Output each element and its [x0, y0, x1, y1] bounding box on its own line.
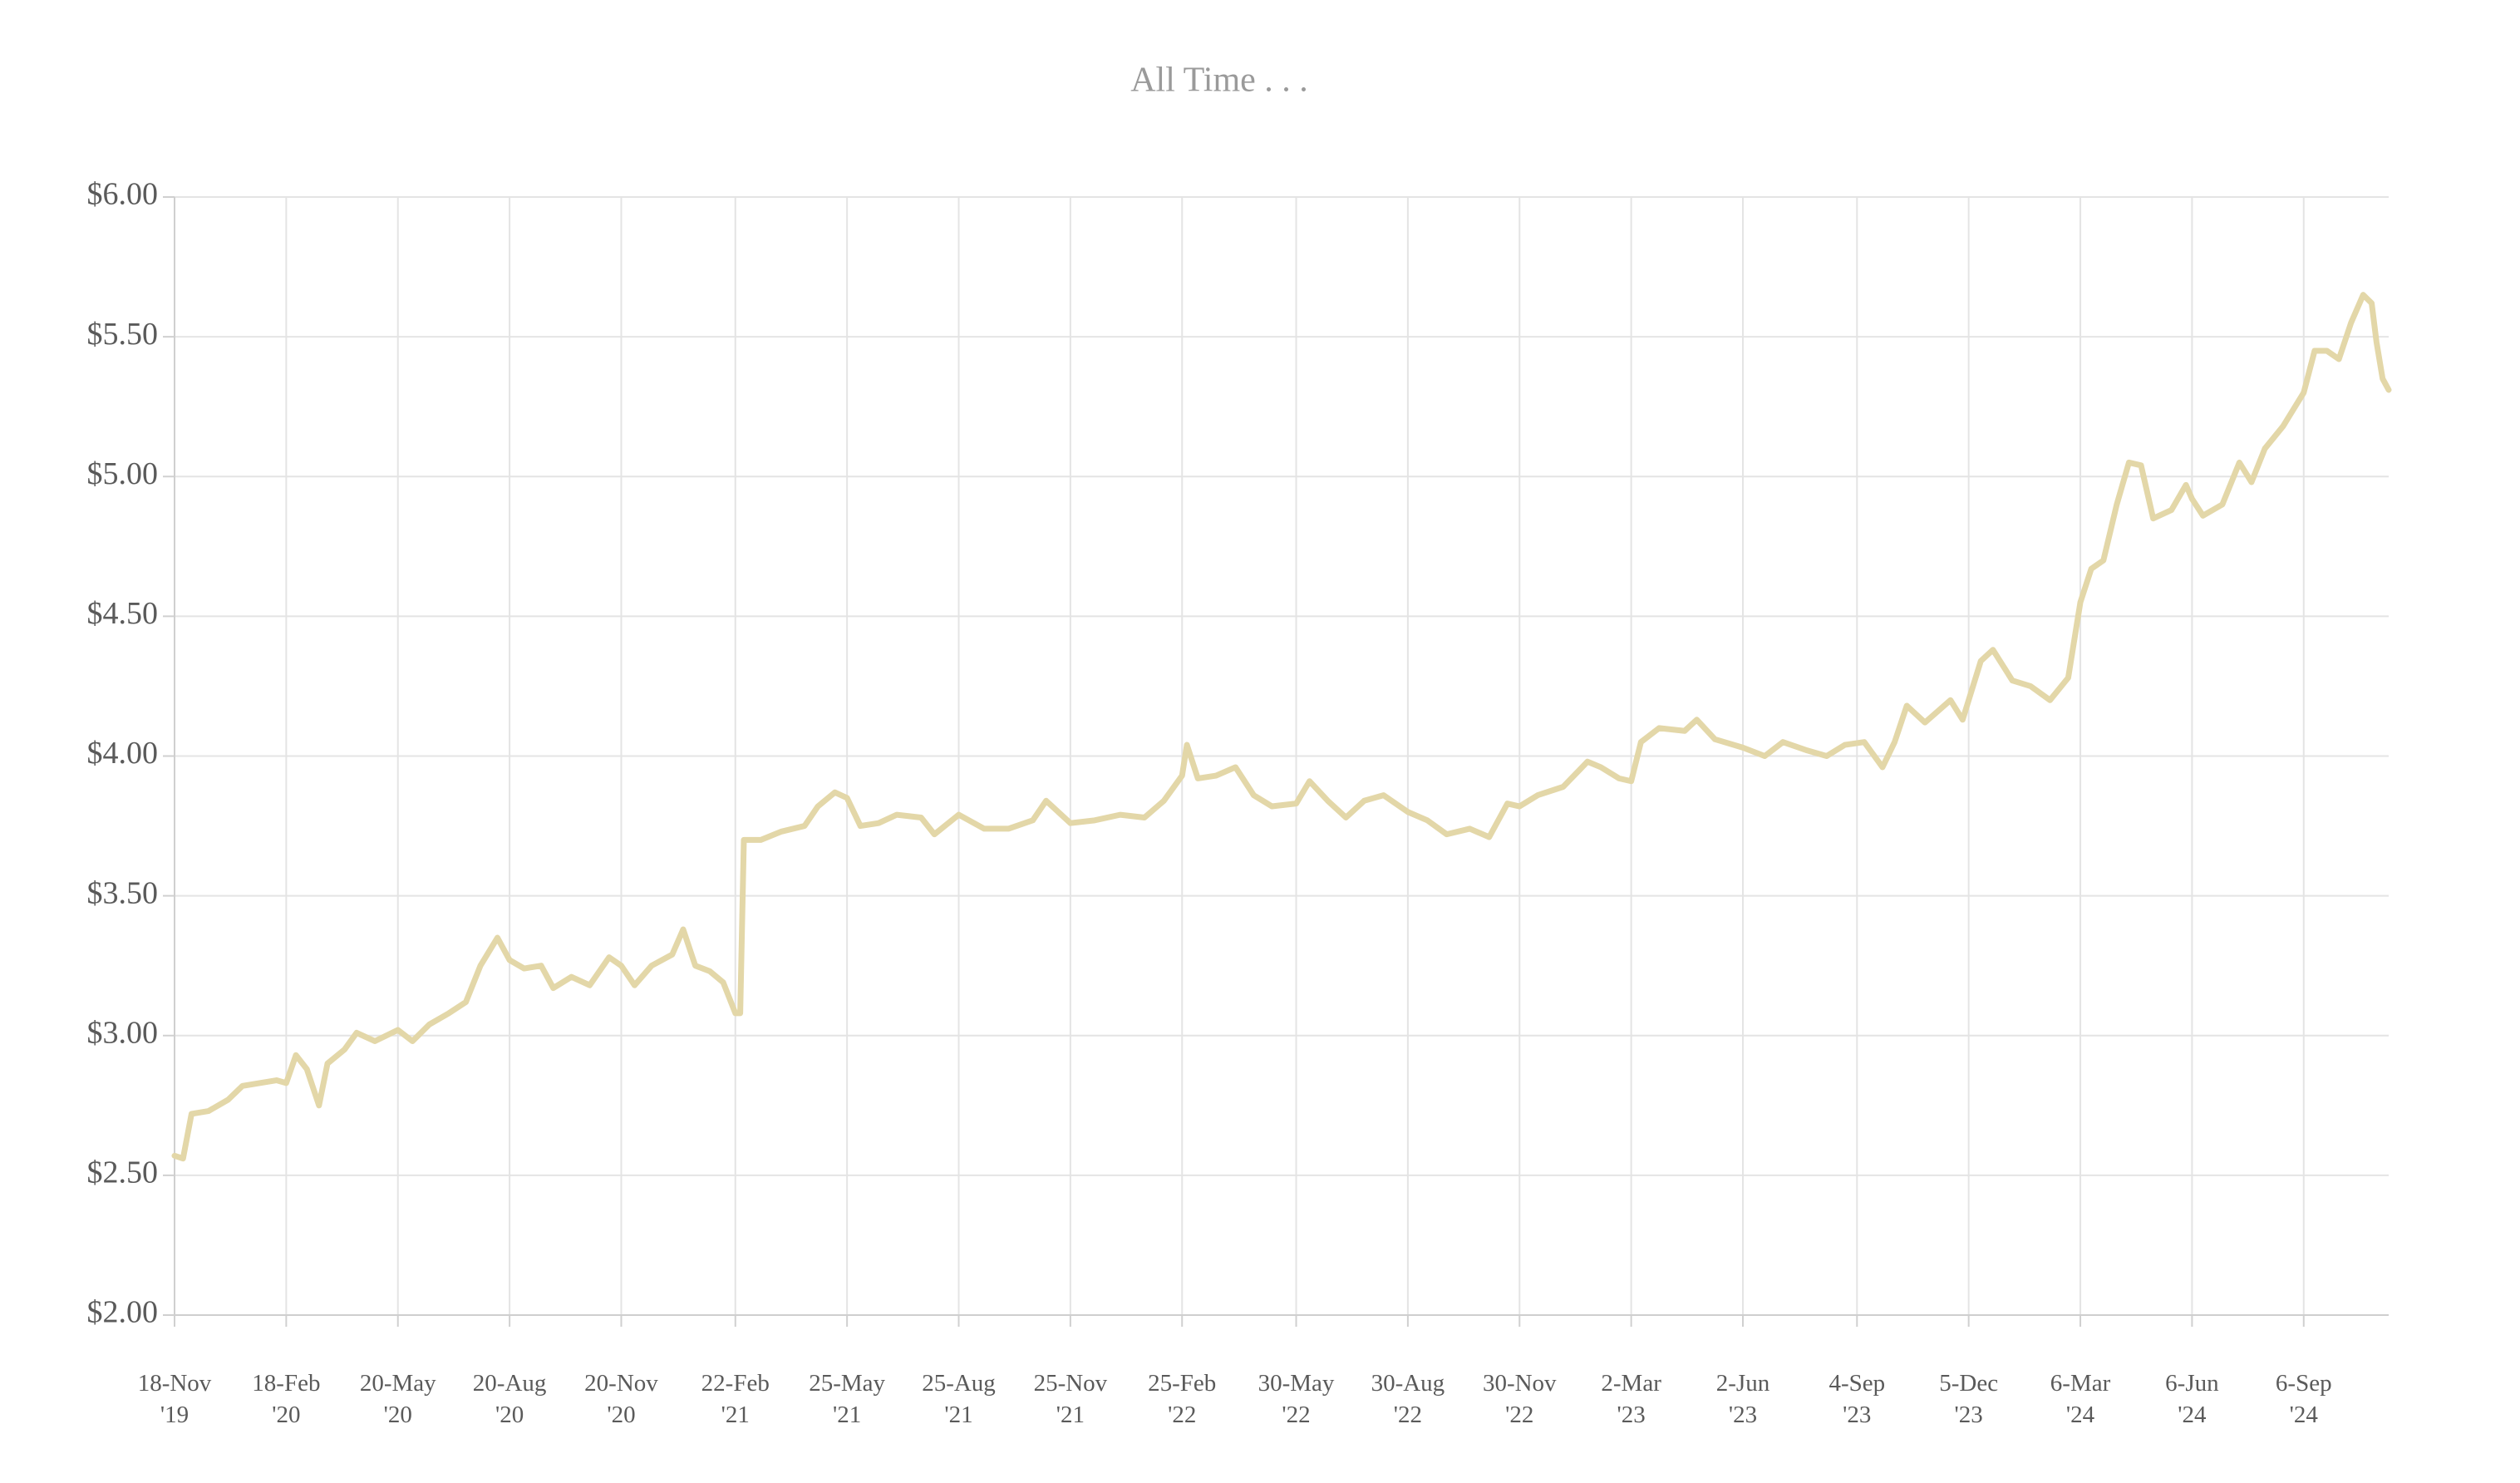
y-tick-label: $5.50	[87, 317, 159, 352]
x-tick-label: 6-Sep '24	[2276, 1370, 2332, 1428]
y-tick-label: $5.00	[87, 456, 159, 491]
y-tick-label: $4.00	[87, 736, 159, 771]
x-tick-label: 30-Aug '22	[1371, 1370, 1445, 1428]
x-tick-label: 30-Nov '22	[1483, 1370, 1557, 1428]
x-tick-label: 22-Feb '21	[701, 1370, 770, 1428]
price-line	[171, 292, 2392, 1162]
x-tick-label: 20-Nov '20	[584, 1370, 658, 1428]
y-tick-label: $2.50	[87, 1155, 159, 1190]
x-tick-label: 6-Jun '24	[2165, 1370, 2219, 1428]
x-tick-label: 25-Nov '21	[1034, 1370, 1108, 1428]
x-tick-label: 25-May '21	[809, 1370, 885, 1428]
x-tick-label: 5-Dec '23	[1939, 1370, 1998, 1428]
y-tick-label: $3.00	[87, 1015, 159, 1050]
x-tick-label: 2-Jun '23	[1716, 1370, 1770, 1428]
x-tick-label: 20-Aug '20	[473, 1370, 547, 1428]
y-tick-label: $2.00	[87, 1295, 159, 1330]
x-tick-label: 4-Sep '23	[1828, 1370, 1885, 1428]
x-tick-label: 20-May '20	[360, 1370, 436, 1428]
y-tick-label: $4.50	[87, 596, 159, 631]
x-tick-label: 25-Aug '21	[922, 1370, 996, 1428]
x-tick-label: 6-Mar '24	[2050, 1370, 2111, 1428]
x-tick-label: 30-May '22	[1258, 1370, 1335, 1428]
y-tick-label: $3.50	[87, 875, 159, 910]
chart-title: All Time . . .	[1130, 62, 1308, 100]
x-tick-label: 18-Nov '19	[138, 1370, 212, 1428]
x-tick-label: 18-Feb '20	[252, 1370, 320, 1428]
x-tick-label: 2-Mar '23	[1601, 1370, 1661, 1428]
y-tick-label: $6.00	[87, 177, 159, 212]
x-tick-label: 25-Feb '22	[1148, 1370, 1216, 1428]
